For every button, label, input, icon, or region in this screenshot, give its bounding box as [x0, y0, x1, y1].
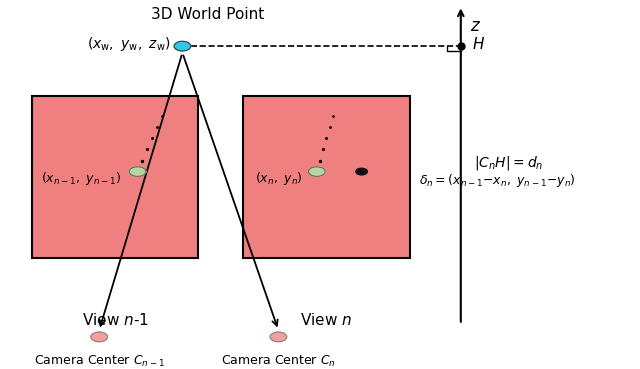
Text: $H$: $H$: [472, 36, 485, 52]
Circle shape: [356, 168, 367, 175]
Text: $(x_\mathrm{w},\ y_\mathrm{w},\ z_\mathrm{w})$: $(x_\mathrm{w},\ y_\mathrm{w},\ z_\mathr…: [87, 35, 171, 53]
Text: Camera Center $C_n$: Camera Center $C_n$: [221, 354, 336, 369]
Circle shape: [91, 332, 108, 342]
Text: $|C_nH|=d_n$: $|C_nH|=d_n$: [474, 154, 543, 172]
Bar: [32, 96, 198, 258]
Circle shape: [174, 41, 191, 51]
Text: $\delta_n$$=(x_{n-1}$$-x_n$$,\ y_{n-1}$$-y_n)$: $\delta_n$$=(x_{n-1}$$-x_n$$,\ y_{n-1}$$…: [419, 172, 576, 189]
Circle shape: [308, 167, 325, 176]
Text: 3D World Point: 3D World Point: [152, 7, 264, 22]
Text: $(x_n,\ y_n)$: $(x_n,\ y_n)$: [255, 170, 303, 187]
Text: View $n$-1: View $n$-1: [82, 313, 148, 328]
Text: View $n$: View $n$: [300, 313, 353, 328]
Circle shape: [270, 332, 287, 342]
Text: $(x_{n-1},\ y_{n-1})$: $(x_{n-1},\ y_{n-1})$: [41, 170, 122, 187]
Text: $z$: $z$: [470, 17, 481, 35]
Text: Camera Center $C_{n-1}$: Camera Center $C_{n-1}$: [34, 354, 164, 369]
Bar: [243, 96, 410, 258]
Circle shape: [129, 167, 146, 176]
